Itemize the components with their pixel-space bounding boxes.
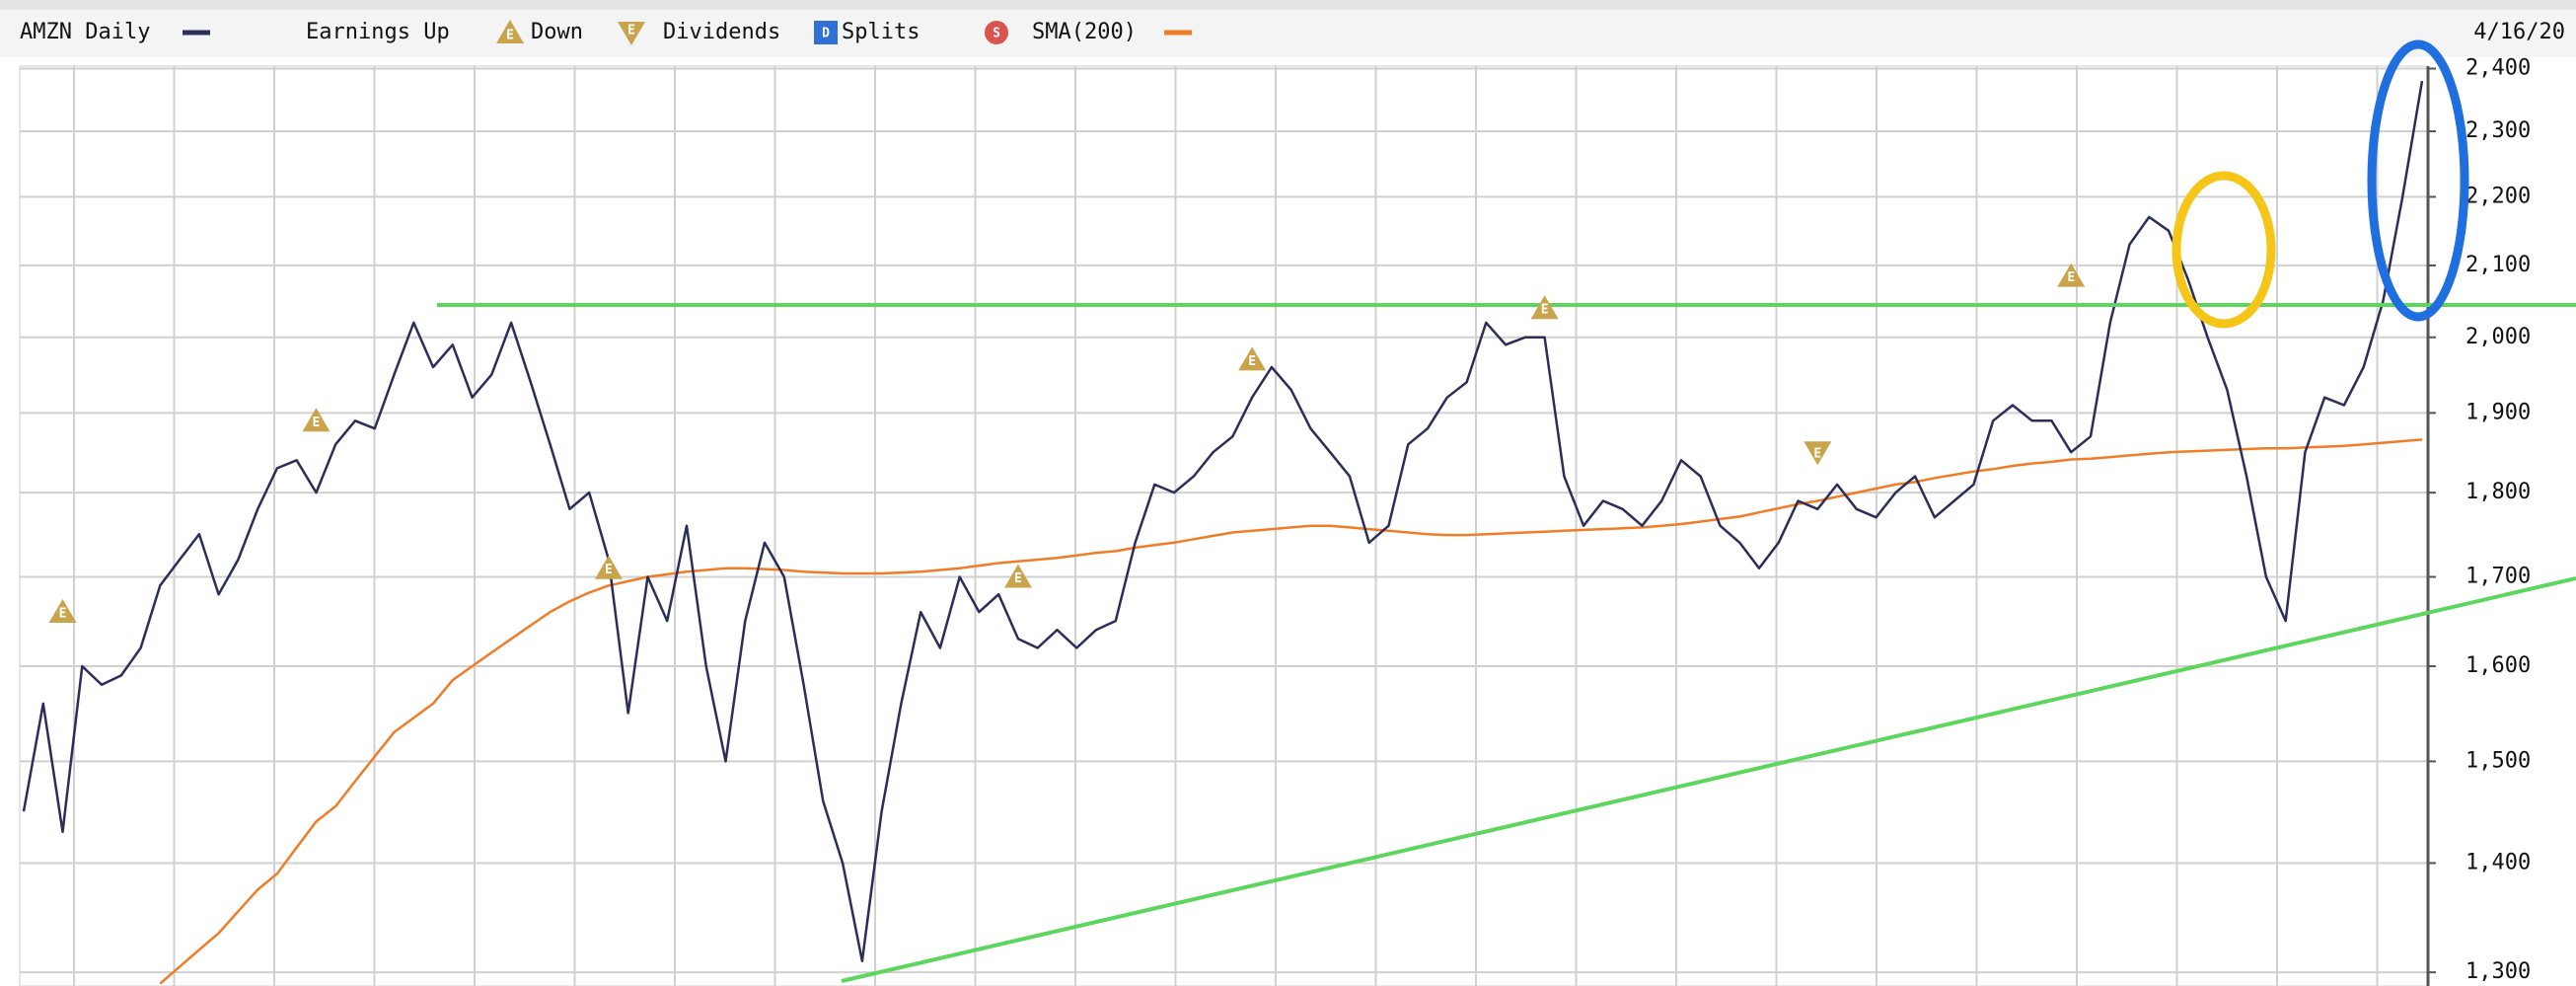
legend-icon-label: E — [506, 29, 514, 43]
legend-icon-label: D — [822, 27, 830, 41]
legend-icon-label: E — [627, 24, 635, 38]
series-line — [22, 80, 2424, 962]
earnings-marker — [302, 408, 331, 432]
y-tick-label: 2,200 — [2466, 184, 2531, 208]
top-strip — [0, 0, 2576, 10]
legend-label: Dividends — [663, 20, 780, 44]
y-tick-label: 1,700 — [2466, 565, 2531, 589]
earnings-marker-label: E — [313, 416, 321, 430]
y-tick-label: 1,500 — [2466, 748, 2531, 773]
earnings-marker — [1003, 564, 1032, 588]
highlight-circle — [2367, 39, 2469, 322]
plot-area — [19, 65, 2429, 986]
y-tick-label: 1,900 — [2466, 400, 2531, 424]
earnings-marker — [48, 599, 77, 624]
y-tick-label: 1,400 — [2466, 850, 2531, 874]
legend-label: AMZN Daily — [20, 20, 150, 44]
grid: 1,300 1,400 1,500 1,600 1,700 1,800 1,900 2,000… — [20, 55, 2531, 986]
earnings-marker-label: E — [1014, 571, 1022, 586]
earnings-marker-label: E — [605, 563, 613, 577]
earnings-marker — [1238, 346, 1267, 371]
y-tick-label: 2,000 — [2466, 325, 2531, 349]
earnings-marker-label: E — [1541, 303, 1549, 318]
date-label: 4/16/20 — [2473, 20, 2565, 44]
earnings-marker-label: E — [2067, 270, 2075, 285]
earnings-marker — [594, 555, 623, 579]
y-tick-label: 1,800 — [2466, 480, 2531, 504]
earnings-marker-label: E — [1813, 447, 1821, 462]
legend-bar — [0, 10, 2576, 57]
legend-icon-label: S — [993, 27, 1000, 41]
y-tick-label: 1,600 — [2466, 653, 2531, 678]
y-tick-label: 2,300 — [2466, 118, 2531, 143]
earnings-marker-label: E — [1248, 354, 1256, 369]
highlight-circle — [2171, 171, 2276, 329]
support-line — [841, 576, 2576, 983]
legend-label: Down — [531, 20, 583, 44]
y-tick-label: 2,100 — [2466, 253, 2531, 277]
legend-label: Splits — [842, 20, 920, 44]
earnings-marker-label: E — [59, 607, 67, 622]
legend-label: SMA(200) — [1032, 20, 1137, 44]
y-tick-label: 2,400 — [2466, 55, 2531, 80]
earnings-marker — [1803, 441, 1832, 466]
y-tick-label: 1,300 — [2466, 959, 2531, 984]
marks: E E E E E E E E — [22, 39, 2576, 985]
legend-swatch — [618, 22, 645, 45]
series-line — [159, 438, 2423, 985]
legend-swatch — [814, 21, 838, 44]
legend-swatch — [496, 20, 524, 43]
legend-label: Earnings Up — [306, 20, 450, 44]
earnings-marker — [1530, 295, 1559, 320]
legend: AMZN Daily Earnings Up E Down E Dividends D Spl… — [20, 20, 1192, 45]
earnings-marker — [2057, 263, 2086, 287]
legend-swatch — [985, 21, 1008, 44]
